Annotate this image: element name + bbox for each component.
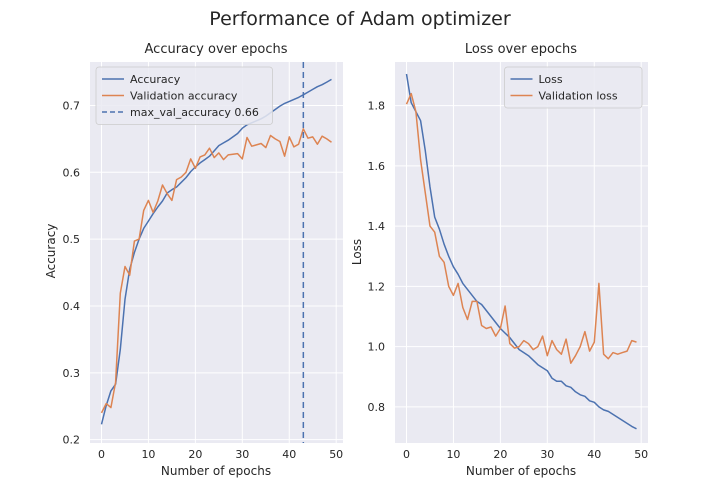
accuracy-panel: 0 10 20 30 40 50 0.2 0.3 0.4 0.5 0.6 0.7 Accuracy o…: [44, 42, 343, 478]
loss-x-tick-label: 20: [493, 448, 507, 461]
accuracy-x-tick-label: 30: [235, 448, 249, 461]
accuracy-x-axis-label: Number of epochs: [161, 464, 271, 478]
accuracy-ticks: 0 10 20 30 40 50 0.2 0.3 0.4 0.5 0.6 0.7: [63, 99, 344, 461]
validation-loss-line: [405, 92, 637, 364]
validation-accuracy-line: [100, 128, 332, 414]
loss-legend-label: Loss: [539, 73, 563, 86]
accuracy-series: [100, 62, 332, 443]
accuracy-grid: [90, 62, 343, 443]
loss-legend-box: [504, 66, 643, 109]
max-val-accuracy-0-66-legend-label: max_val_accuracy 0.66: [130, 106, 259, 119]
loss-y-tick-label: 1.8: [368, 100, 386, 113]
accuracy-x-tick-label: 40: [282, 448, 296, 461]
accuracy-legend: Accuracy Validation accuracy max_val_accur…: [95, 66, 273, 125]
accuracy-legend-label: Accuracy: [130, 73, 181, 86]
loss-ticks: 0 10 20 30 40 50 0.8 1.0 1.2 1.4 1.6 1.8: [368, 100, 649, 461]
loss-y-tick-label: 1.4: [368, 220, 386, 233]
loss-y-tick-label: 1.6: [368, 160, 386, 173]
loss-x-tick-label: 40: [587, 448, 601, 461]
figure-title: Performance of Adam optimizer: [209, 8, 511, 30]
loss-y-axis-label: Loss: [350, 239, 364, 265]
validation-loss-legend-label: Validation loss: [539, 90, 618, 103]
accuracy-y-tick-label: 0.7: [63, 99, 81, 112]
accuracy-y-axis-label: Accuracy: [44, 224, 58, 279]
loss-legend: Loss Validation loss: [504, 66, 643, 109]
accuracy-y-tick-label: 0.4: [63, 300, 81, 313]
loss-line: [405, 73, 637, 430]
accuracy-y-tick-label: 0.6: [63, 166, 81, 179]
loss-y-tick-label: 1.0: [368, 341, 386, 354]
loss-x-tick-label: 10: [446, 448, 460, 461]
accuracy-x-tick-label: 10: [141, 448, 155, 461]
loss-y-tick-label: 0.8: [368, 401, 386, 414]
loss-x-tick-label: 50: [634, 448, 648, 461]
accuracy-y-tick-label: 0.3: [63, 367, 81, 380]
loss-x-axis-label: Number of epochs: [466, 464, 576, 478]
accuracy-legend-box: [95, 66, 273, 125]
accuracy-y-tick-label: 0.2: [63, 434, 81, 447]
loss-panel-title: Loss over epochs: [465, 42, 577, 57]
accuracy-x-tick-label: 50: [329, 448, 343, 461]
validation-accuracy-legend-label: Validation accuracy: [130, 90, 238, 103]
accuracy-x-tick-label: 0: [98, 448, 105, 461]
accuracy-x-tick-label: 20: [188, 448, 202, 461]
accuracy-panel-title: Accuracy over epochs: [145, 42, 288, 57]
loss-x-tick-label: 0: [403, 448, 410, 461]
loss-y-tick-label: 1.2: [368, 280, 386, 293]
loss-panel: 0 10 20 30 40 50 0.8 1.0 1.2 1.4 1.6 1.8 Loss over …: [350, 42, 648, 478]
loss-grid: [395, 62, 648, 443]
loss-x-tick-label: 30: [540, 448, 554, 461]
loss-plot-area: [395, 62, 648, 443]
loss-series: [405, 73, 637, 430]
accuracy-y-tick-label: 0.5: [63, 233, 81, 246]
